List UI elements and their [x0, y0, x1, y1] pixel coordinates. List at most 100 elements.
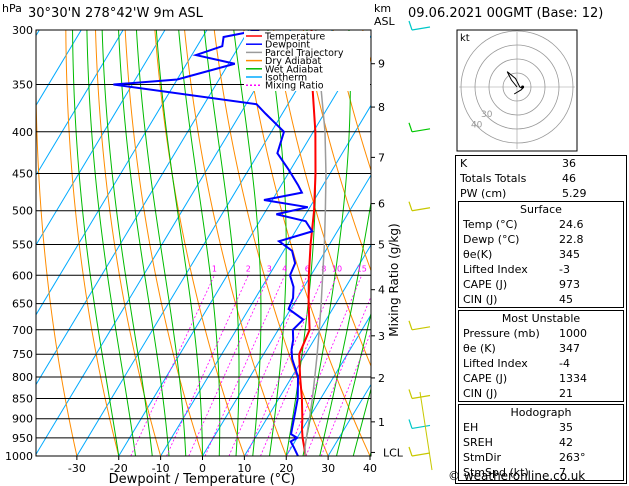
index-value: 46 — [562, 172, 576, 185]
hodograph-row: StmDir 263° — [459, 450, 623, 465]
plot-frame — [35, 29, 372, 457]
mixing-ratio-line — [286, 275, 363, 456]
pressure-tick-label: 350 — [12, 79, 33, 92]
temperature-tick-label: -10 — [152, 462, 170, 475]
asl-label: ASL — [374, 15, 395, 28]
surface-label: θe(K) — [463, 248, 493, 261]
wet-adiabat-line — [267, 30, 287, 456]
legend-background — [244, 31, 370, 91]
surface-row: Lifted Index -3 — [459, 262, 623, 277]
series-line-temperature — [298, 30, 317, 456]
hodograph-title: Hodograph — [510, 406, 572, 419]
wind-barb — [411, 128, 431, 133]
pressure-tick-label: 450 — [12, 167, 33, 180]
pressure-tick-label: 800 — [12, 371, 33, 384]
most-unstable-value: -4 — [559, 357, 570, 370]
index-label: PW (cm) — [460, 187, 507, 200]
mixing-ratio-line — [188, 275, 270, 456]
surface-value: 345 — [559, 248, 580, 261]
storm-motion-marker — [521, 85, 525, 89]
wind-barb — [411, 326, 431, 331]
km-label: km — [374, 2, 392, 15]
pressure-tick-label: 850 — [12, 392, 33, 405]
hodograph-box: Hodograph EH 35 SREH 42 StmDir 263° StmSpd (kt… — [458, 404, 624, 481]
surface-box: Surface Temp (°C) 24.6 Dewp (°C) 22.8 θe(K) 3… — [458, 201, 624, 308]
isotherm-line — [36, 30, 124, 177]
most-unstable-value: 21 — [559, 387, 573, 400]
height-tick-label: 4 — [378, 284, 385, 297]
most-unstable-label: CAPE (J) — [463, 372, 508, 385]
index-value: 36 — [562, 157, 576, 170]
surface-row: Temp (°C) 24.6 — [459, 217, 623, 232]
wet-adiabat-line — [86, 30, 136, 456]
most-unstable-title: Most Unstable — [501, 312, 581, 325]
temperature-tick-label: 10 — [237, 462, 251, 475]
index-label: Totals Totals — [460, 172, 527, 185]
isotherm-line — [285, 313, 371, 456]
wet-adiabat-line — [203, 30, 240, 456]
most-unstable-row: CIN (J) 21 — [459, 386, 623, 401]
station-location: 30°30'N 278°42'W 9m ASL — [28, 6, 203, 21]
pressure-tick-label: 1000 — [5, 450, 33, 463]
pressure-tick-label: 400 — [12, 126, 33, 139]
height-tick-label: LCL — [383, 446, 404, 459]
most-unstable-label: Pressure (mb) — [463, 327, 540, 340]
wet-adiabat-line — [336, 311, 371, 456]
mixing-ratio-line — [228, 275, 308, 456]
index-row: Totals Totals 46 — [456, 171, 626, 186]
hodograph-unit-label: kt — [460, 33, 470, 44]
most-unstable-row: θe (K) 347 — [459, 341, 623, 356]
most-unstable-label: CIN (J) — [463, 387, 498, 400]
pressure-tick-label: 950 — [12, 432, 33, 445]
wind-barb — [411, 424, 431, 430]
surface-row: θe(K) 345 — [459, 247, 623, 262]
most-unstable-row: CAPE (J) 1334 — [459, 371, 623, 386]
most-unstable-value: 347 — [559, 342, 580, 355]
indices-table: K 36 Totals Totals 46 PW (cm) 5.29 Surface Te… — [455, 155, 627, 484]
hodograph-value: 7 — [559, 466, 566, 479]
pressure-tick-label: 500 — [12, 205, 33, 218]
temperature-tick-label: -30 — [68, 462, 86, 475]
hodograph-label: StmDir — [463, 451, 502, 464]
height-tick-label: 9 — [378, 58, 385, 71]
temperature-tick-label: 20 — [279, 462, 293, 475]
legend-label: Wet Adiabat — [265, 64, 323, 75]
surface-label: Lifted Index — [463, 263, 528, 276]
mixing-ratio-label: 6 — [305, 264, 310, 273]
surface-label: Temp (°C) — [463, 218, 518, 231]
surface-row: CIN (J) 45 — [459, 292, 623, 307]
legend-label: Mixing Ratio — [265, 81, 324, 92]
isotherm-line — [76, 30, 333, 456]
isotherm-line — [36, 30, 82, 107]
index-value: 5.29 — [562, 187, 587, 200]
pressure-tick-label: 750 — [12, 348, 33, 361]
isotherm-line — [36, 30, 166, 246]
wet-adiabat-line — [352, 386, 371, 456]
datetime-label: 09.06.2021 00GMT (Base: 12) — [408, 6, 604, 21]
pressure-tick-label: 600 — [12, 269, 33, 282]
isotherm-line — [243, 243, 371, 456]
wind-barb — [411, 26, 431, 31]
isotherm-line — [36, 30, 292, 456]
hodograph-label: EH — [463, 421, 479, 434]
isotherm-line — [118, 34, 371, 456]
mixing-ratio-label: 3 — [267, 264, 272, 273]
mixing-ratio-label: 4 — [282, 264, 287, 273]
copyright-footer: © weatheronline.co.uk — [448, 469, 586, 483]
surface-label: Dewp (°C) — [463, 233, 520, 246]
hodograph-row: EH 35 — [459, 420, 623, 435]
legend-label: Temperature — [264, 32, 325, 43]
height-tick-label: 5 — [378, 238, 385, 251]
legend-label: Dewpoint — [265, 40, 310, 51]
surface-title: Surface — [520, 203, 562, 216]
pressure-unit-label: hPa — [2, 2, 22, 15]
hodograph-row: StmSpd (kt) 7 — [459, 465, 623, 480]
surface-value: 24.6 — [559, 218, 584, 231]
pressure-tick-label: 550 — [12, 238, 33, 251]
pressure-tick-label: 650 — [12, 298, 33, 311]
hodograph-value: 35 — [559, 421, 573, 434]
wind-barb-flag — [408, 419, 413, 429]
surface-row: Dewp (°C) 22.8 — [459, 232, 623, 247]
surface-label: CAPE (J) — [463, 278, 508, 291]
